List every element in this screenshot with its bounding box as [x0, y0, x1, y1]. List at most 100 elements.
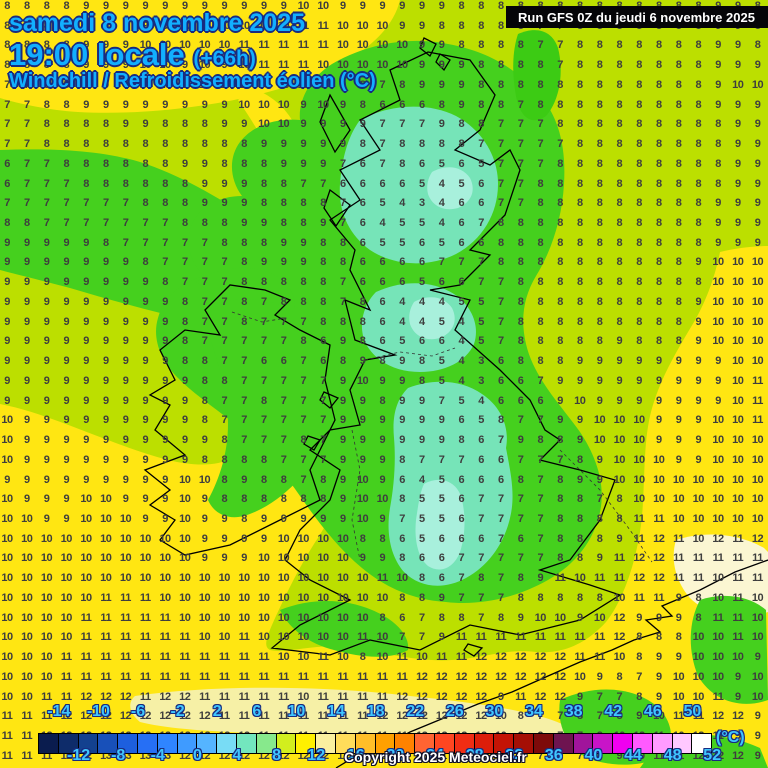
- grid-value: 10: [21, 572, 33, 584]
- grid-value: 5: [458, 178, 464, 190]
- grid-value: 9: [202, 533, 208, 545]
- grid-value: 9: [63, 296, 69, 308]
- grid-value: 8: [636, 178, 642, 190]
- grid-value: 8: [4, 0, 10, 12]
- grid-value: 9: [320, 513, 326, 525]
- grid-value: 7: [498, 434, 504, 446]
- grid-value: 11: [713, 552, 724, 564]
- grid-value: 10: [673, 671, 685, 683]
- grid-value: 9: [24, 355, 30, 367]
- grid-value: 9: [182, 434, 188, 446]
- grid-value: 10: [258, 79, 270, 91]
- grid-value: 10: [258, 572, 270, 584]
- scale-cell: [613, 734, 633, 753]
- grid-value: 9: [123, 256, 129, 268]
- grid-value: 9: [202, 197, 208, 209]
- scale-tick-label: 46: [644, 703, 662, 721]
- forecast-date: samedi 8 novembre 2025: [9, 9, 305, 38]
- grid-value: 10: [752, 691, 764, 703]
- grid-value: 6: [458, 414, 464, 426]
- grid-value: 10: [258, 20, 270, 32]
- grid-value: 8: [557, 493, 563, 505]
- grid-value: 10: [159, 552, 171, 564]
- grid-value: 10: [219, 79, 231, 91]
- scale-cell: [415, 734, 435, 753]
- grid-value: 8: [656, 296, 662, 308]
- grid-value: 12: [456, 671, 468, 683]
- grid-value: 8: [320, 493, 326, 505]
- region-cyan-core-north: [427, 167, 473, 210]
- grid-value: 7: [4, 79, 10, 91]
- grid-value: 8: [261, 454, 267, 466]
- grid-value: 12: [80, 691, 92, 703]
- grid-value: 11: [614, 572, 625, 584]
- grid-value: 9: [83, 316, 89, 328]
- grid-value: 8: [221, 217, 227, 229]
- grid-value: 11: [258, 651, 269, 663]
- grid-value: 12: [614, 631, 626, 643]
- grid-value: 9: [735, 237, 741, 249]
- grid-value: 11: [318, 20, 329, 32]
- grid-value: 11: [436, 750, 447, 762]
- grid-value: 8: [676, 79, 682, 91]
- grid-value: 9: [83, 59, 89, 71]
- grid-value: 8: [182, 335, 188, 347]
- grid-value: 9: [44, 454, 50, 466]
- grid-value: 9: [83, 276, 89, 288]
- grid-value: 12: [416, 671, 428, 683]
- grid-value: 9: [755, 158, 761, 170]
- grid-value: 9: [360, 454, 366, 466]
- grid-value: 8: [577, 335, 583, 347]
- grid-value: 10: [712, 454, 724, 466]
- grid-value: 10: [140, 39, 152, 51]
- grid-value: 10: [258, 118, 270, 130]
- grid-value: 11: [179, 631, 190, 643]
- grid-value: 10: [1, 651, 13, 663]
- grid-value: 8: [577, 493, 583, 505]
- grid-value: 9: [695, 434, 701, 446]
- grid-value: 9: [715, 59, 721, 71]
- grid-value: 9: [44, 316, 50, 328]
- grid-value: 9: [221, 533, 227, 545]
- grid-value: 9: [300, 138, 306, 150]
- grid-value: 6: [379, 335, 385, 347]
- grid-value: 12: [535, 651, 547, 663]
- grid-value: 6: [320, 335, 326, 347]
- grid-value: 8: [340, 316, 346, 328]
- scale-cell: [197, 734, 218, 753]
- grid-value: 7: [261, 296, 267, 308]
- grid-value: 10: [712, 276, 724, 288]
- grid-value: 7: [261, 335, 267, 347]
- grid-value: 9: [123, 434, 129, 446]
- grid-value: 9: [419, 0, 425, 12]
- grid-value: 10: [238, 59, 250, 71]
- grid-value: 6: [498, 395, 504, 407]
- grid-value: 8: [557, 197, 563, 209]
- grid-value: 9: [162, 474, 168, 486]
- grid-value: 9: [577, 474, 583, 486]
- grid-value: 12: [535, 691, 547, 703]
- grid-value: 10: [712, 651, 724, 663]
- grid-value: 7: [63, 178, 69, 190]
- grid-value: 11: [634, 533, 645, 545]
- grid-value: 9: [162, 375, 168, 387]
- scale-tick-label: 42: [604, 703, 622, 721]
- grid-value: 8: [577, 79, 583, 91]
- grid-value: 8: [63, 79, 69, 91]
- grid-value: 8: [676, 99, 682, 111]
- grid-value: 10: [41, 572, 53, 584]
- grid-value: 9: [656, 414, 662, 426]
- grid-value: 11: [357, 710, 368, 722]
- grid-value: 12: [61, 750, 73, 762]
- grid-value: 9: [83, 79, 89, 91]
- grid-value: 9: [439, 79, 445, 91]
- grid-value: 8: [715, 118, 721, 130]
- grid-value: 9: [735, 691, 741, 703]
- grid-value: 12: [317, 750, 329, 762]
- grid-value: 9: [221, 118, 227, 130]
- grid-value: 9: [162, 513, 168, 525]
- grid-value: 12: [712, 710, 724, 722]
- grid-value: 10: [712, 572, 724, 584]
- grid-value: 9: [44, 256, 50, 268]
- grid-value: 10: [633, 493, 645, 505]
